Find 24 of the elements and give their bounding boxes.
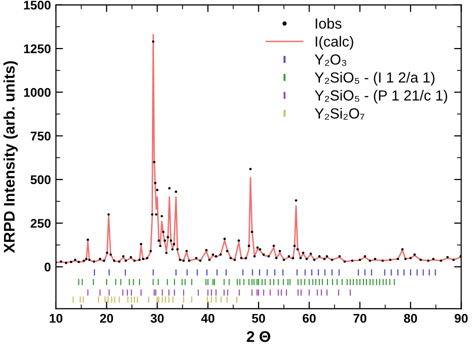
legend-label: Y₂Si₂O₇ <box>314 108 364 120</box>
x-tick-label: 60 <box>302 314 316 323</box>
legend-label: I(calc) <box>316 36 354 50</box>
y-tick-label: 500 <box>30 175 51 184</box>
x-tick-label: 10 <box>50 314 62 323</box>
x-axis-title: 2 Θ <box>246 331 270 342</box>
x-tick-label: 50 <box>252 314 266 323</box>
x-tick-label: 30 <box>150 314 164 323</box>
x-tick-label: 80 <box>404 314 417 323</box>
legend-label: Y₂SiO₅ - (P 1 21/c 1) <box>314 90 448 104</box>
x-tick-label: 40 <box>201 314 214 323</box>
x-tick-label: 20 <box>100 314 114 323</box>
y-tick-label: 1000 <box>24 88 51 97</box>
y-tick-label: 1250 <box>24 44 51 54</box>
y-tick-label: 0 <box>44 262 51 272</box>
legend-label: Iobs <box>316 18 342 29</box>
y-tick-label: 1500 <box>24 0 51 10</box>
y-tick-label: 250 <box>30 218 51 228</box>
legend-label: Y₂O₃ <box>314 54 346 66</box>
y-axis-title: XRPD Intensity (arb. units) <box>3 61 18 254</box>
y-tick-label: 750 <box>30 132 51 140</box>
x-tick-label: 70 <box>353 314 366 323</box>
legend-label: Y₂SiO₅ - (I 1 2/a 1) <box>314 72 434 86</box>
x-tick-label: 90 <box>454 314 468 323</box>
